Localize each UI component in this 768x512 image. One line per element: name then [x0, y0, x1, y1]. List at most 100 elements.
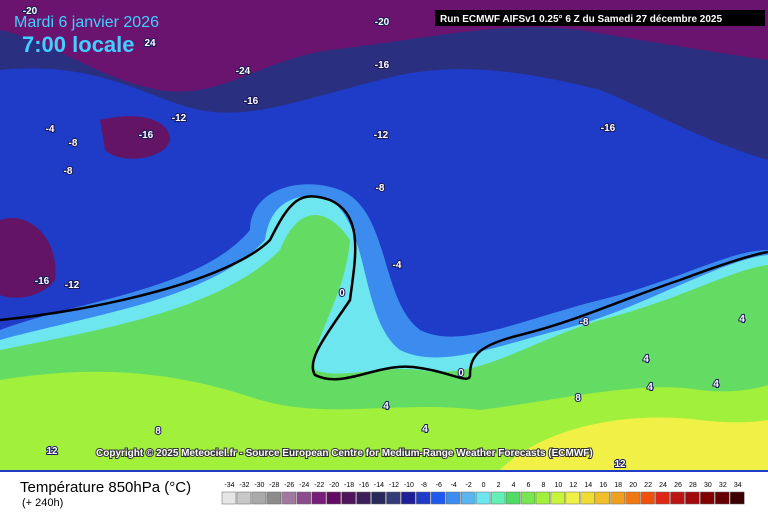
- contour-label: -16: [601, 123, 616, 134]
- contour-label: 12: [614, 459, 626, 470]
- contour-label: -20: [375, 17, 390, 28]
- scale-swatch: [535, 491, 551, 505]
- scale-swatch: [311, 491, 326, 505]
- contour-label: 8: [155, 426, 161, 437]
- footer-subtitle: (+ 240h): [22, 497, 63, 509]
- scale-swatch: [670, 491, 685, 505]
- run-info: Run ECMWF AIFSv1 0.25° 6 Z du Samedi 27 …: [440, 14, 722, 25]
- contour-label: -16: [35, 276, 50, 287]
- scale-label: -12: [389, 482, 399, 489]
- contour-label: -12: [65, 280, 80, 291]
- scale-label: 0: [482, 482, 486, 489]
- scale-label: -24: [299, 482, 309, 489]
- contour-label: -4: [393, 260, 402, 271]
- copyright: Copyright © 2025 Meteociel.fr - Source E…: [96, 448, 593, 459]
- scale-label: -6: [436, 482, 442, 489]
- zero-isotherm: [0, 195, 768, 381]
- contour-label: 4: [647, 382, 653, 393]
- contour-label: -8: [376, 183, 385, 194]
- scale-swatch: [221, 491, 237, 505]
- scale-swatch: [236, 491, 252, 505]
- contour-label: 4: [713, 379, 719, 390]
- scale-swatch: [700, 491, 715, 505]
- scale-label: 8: [541, 482, 545, 489]
- scale-label: 18: [614, 482, 622, 489]
- scale-swatch: [266, 491, 282, 505]
- hot-region: [500, 417, 768, 470]
- scale-swatch: [520, 491, 536, 505]
- scale-label: 14: [584, 482, 592, 489]
- scale-label: -18: [344, 482, 354, 489]
- scale-swatch: [371, 491, 386, 505]
- contour-label: -16: [244, 96, 259, 107]
- contour-label: -16: [139, 130, 154, 141]
- scale-label: 22: [644, 482, 652, 489]
- scale-swatch: [356, 491, 371, 505]
- scale-swatch: [715, 491, 730, 505]
- scale-swatch: [640, 491, 655, 505]
- contour-label: -20: [23, 6, 38, 17]
- scale-swatch: [685, 491, 700, 505]
- scale-label: -20: [329, 482, 339, 489]
- contour-label: 0: [458, 368, 464, 379]
- scale-label: -28: [269, 482, 279, 489]
- scale-label: 12: [569, 482, 577, 489]
- contour-label: -12: [374, 130, 389, 141]
- contour-label: 8: [575, 393, 581, 404]
- scale-swatch: [655, 491, 670, 505]
- scale-label: -8: [421, 482, 427, 489]
- scale-label: -10: [404, 482, 414, 489]
- scale-label: 6: [527, 482, 531, 489]
- contour-label: -4: [46, 124, 55, 135]
- scale-label: -14: [374, 482, 384, 489]
- scale-swatch: [475, 491, 491, 505]
- scale-swatch: [446, 491, 461, 505]
- scale-swatch: [401, 491, 416, 505]
- scale-label: -4: [451, 482, 457, 489]
- scale-swatch: [431, 491, 446, 505]
- forecast-time: 7:00 locale: [22, 32, 135, 57]
- contour-label: 4: [739, 314, 745, 325]
- contour-label: 0: [339, 288, 345, 299]
- scale-swatch: [386, 491, 401, 505]
- forecast-date: Mardi 6 janvier 2026: [14, 14, 159, 31]
- scale-label: 32: [719, 482, 727, 489]
- scale-swatch: [595, 491, 610, 505]
- scale-label: -34: [224, 482, 234, 489]
- contour-label: -8: [69, 138, 78, 149]
- scale-label: -22: [314, 482, 324, 489]
- scale-swatch: [326, 491, 341, 505]
- scale-swatch: [416, 491, 431, 505]
- scale-label: 2: [497, 482, 501, 489]
- scale-label: -32: [239, 482, 249, 489]
- scale-swatch: [610, 491, 625, 505]
- scale-swatch: [490, 491, 506, 505]
- cold-core: [100, 116, 170, 159]
- contour-label: -8: [580, 317, 589, 328]
- contour-label: -16: [375, 60, 390, 71]
- scale-label: 30: [704, 482, 712, 489]
- scale-swatch: [625, 491, 640, 505]
- contour-label: -8: [64, 166, 73, 177]
- contour-label: 4: [383, 401, 389, 412]
- scale-label: 20: [629, 482, 637, 489]
- scale-label: 10: [554, 482, 562, 489]
- scale-label: 24: [659, 482, 667, 489]
- contour-label: -24: [236, 66, 251, 77]
- scale-swatch: [550, 491, 566, 505]
- scale-swatch: [460, 491, 476, 505]
- scale-swatch: [281, 491, 296, 505]
- scale-label: 4: [512, 482, 516, 489]
- scale-label: 28: [689, 482, 697, 489]
- contour-label: 12: [46, 446, 58, 457]
- scale-swatch: [565, 491, 581, 505]
- contour-label: 4: [422, 424, 428, 435]
- scale-label: -2: [466, 482, 472, 489]
- contour-label: -12: [172, 113, 187, 124]
- scale-swatch: [580, 491, 595, 505]
- scale-label: -30: [254, 482, 264, 489]
- scale-swatch: [296, 491, 311, 505]
- contour-label: 24: [144, 38, 156, 49]
